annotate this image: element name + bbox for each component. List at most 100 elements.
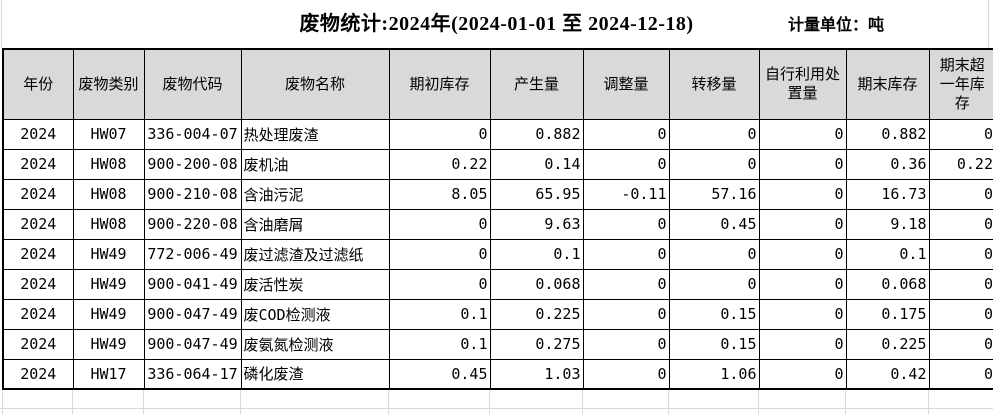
column-header-closing-stock[interactable]: 期末库存: [845, 48, 930, 120]
cell-waste-category[interactable]: HW49: [72, 268, 145, 300]
cell-year[interactable]: 2024: [2, 148, 74, 180]
cell-generated[interactable]: 0.882: [489, 118, 584, 150]
cell-transferred[interactable]: 0.15: [668, 328, 760, 360]
cell-waste-code[interactable]: 900-220-08: [143, 208, 242, 240]
cell-over-one-year-stock[interactable]: 0: [928, 358, 993, 390]
cell-waste-category[interactable]: HW08: [72, 148, 145, 180]
cell-waste-code[interactable]: 900-200-08: [143, 148, 242, 180]
cell-waste-category[interactable]: HW08: [72, 178, 145, 210]
cell-generated[interactable]: 0.14: [489, 148, 584, 180]
cell-generated[interactable]: 0.068: [489, 268, 584, 300]
cell-opening-stock[interactable]: 8.05: [388, 178, 491, 210]
cell-waste-name[interactable]: 含油污泥: [240, 178, 390, 210]
cell-adjusted[interactable]: 0: [582, 328, 670, 360]
cell-year[interactable]: 2024: [2, 178, 74, 210]
cell-opening-stock[interactable]: 0: [388, 118, 491, 150]
cell-self-disposal[interactable]: 0: [758, 358, 847, 390]
cell-opening-stock[interactable]: 0.22: [388, 148, 491, 180]
cell-closing-stock[interactable]: 16.73: [845, 178, 930, 210]
cell-self-disposal[interactable]: 0: [758, 148, 847, 180]
cell-year[interactable]: 2024: [2, 268, 74, 300]
cell-adjusted[interactable]: 0: [582, 238, 670, 270]
cell-self-disposal[interactable]: 0: [758, 298, 847, 330]
cell-adjusted[interactable]: 0: [582, 358, 670, 390]
cell-closing-stock[interactable]: 0.175: [845, 298, 930, 330]
cell-closing-stock[interactable]: 9.18: [845, 208, 930, 240]
column-header-over-one-year-stock[interactable]: 期末超一年库存: [928, 48, 993, 120]
cell-adjusted[interactable]: 0: [582, 148, 670, 180]
cell-generated[interactable]: 65.95: [489, 178, 584, 210]
cell-waste-category[interactable]: HW07: [72, 118, 145, 150]
cell-generated[interactable]: 0.225: [489, 298, 584, 330]
cell-over-one-year-stock[interactable]: 0: [928, 118, 993, 150]
cell-waste-name[interactable]: 热处理废渣: [240, 118, 390, 150]
cell-adjusted[interactable]: 0: [582, 298, 670, 330]
cell-waste-name[interactable]: 含油磨屑: [240, 208, 390, 240]
cell-opening-stock[interactable]: 0.1: [388, 298, 491, 330]
cell-year[interactable]: 2024: [2, 298, 74, 330]
cell-year[interactable]: 2024: [2, 208, 74, 240]
cell-waste-name[interactable]: 废COD检测液: [240, 298, 390, 330]
cell-transferred[interactable]: 0.15: [668, 298, 760, 330]
cell-waste-name[interactable]: 废氨氮检测液: [240, 328, 390, 360]
cell-waste-name[interactable]: 磷化废渣: [240, 358, 390, 390]
cell-generated[interactable]: 9.63: [489, 208, 584, 240]
cell-opening-stock[interactable]: 0: [388, 208, 491, 240]
cell-over-one-year-stock[interactable]: 0: [928, 238, 993, 270]
cell-self-disposal[interactable]: 0: [758, 208, 847, 240]
cell-transferred[interactable]: 1.06: [668, 358, 760, 390]
column-header-generated[interactable]: 产生量: [489, 48, 584, 120]
cell-opening-stock[interactable]: 0.1: [388, 328, 491, 360]
cell-transferred[interactable]: 0: [668, 118, 760, 150]
cell-waste-code[interactable]: 336-064-17: [143, 358, 242, 390]
column-header-self-disposal[interactable]: 自行利用处置量: [758, 48, 847, 120]
cell-opening-stock[interactable]: 0: [388, 238, 491, 270]
cell-over-one-year-stock[interactable]: 0: [928, 298, 993, 330]
cell-generated[interactable]: 1.03: [489, 358, 584, 390]
column-header-year[interactable]: 年份: [2, 48, 74, 120]
cell-waste-code[interactable]: 900-047-49: [143, 298, 242, 330]
cell-closing-stock[interactable]: 0.1: [845, 238, 930, 270]
cell-closing-stock[interactable]: 0.068: [845, 268, 930, 300]
cell-closing-stock[interactable]: 0.36: [845, 148, 930, 180]
column-header-waste-name[interactable]: 废物名称: [240, 48, 390, 120]
cell-over-one-year-stock[interactable]: 0: [928, 178, 993, 210]
cell-year[interactable]: 2024: [2, 328, 74, 360]
cell-adjusted[interactable]: 0: [582, 208, 670, 240]
cell-transferred[interactable]: 57.16: [668, 178, 760, 210]
cell-closing-stock[interactable]: 0.882: [845, 118, 930, 150]
cell-transferred[interactable]: 0: [668, 238, 760, 270]
cell-waste-code[interactable]: 772-006-49: [143, 238, 242, 270]
cell-adjusted[interactable]: -0.11: [582, 178, 670, 210]
cell-waste-category[interactable]: HW49: [72, 238, 145, 270]
cell-waste-category[interactable]: HW49: [72, 298, 145, 330]
cell-adjusted[interactable]: 0: [582, 118, 670, 150]
cell-waste-name[interactable]: 废过滤渣及过滤纸: [240, 238, 390, 270]
cell-waste-code[interactable]: 336-004-07: [143, 118, 242, 150]
column-header-waste-code[interactable]: 废物代码: [143, 48, 242, 120]
cell-year[interactable]: 2024: [2, 118, 74, 150]
cell-over-one-year-stock[interactable]: 0: [928, 208, 993, 240]
cell-closing-stock[interactable]: 0.42: [845, 358, 930, 390]
cell-year[interactable]: 2024: [2, 238, 74, 270]
cell-opening-stock[interactable]: 0.45: [388, 358, 491, 390]
cell-waste-code[interactable]: 900-041-49: [143, 268, 242, 300]
cell-waste-category[interactable]: HW08: [72, 208, 145, 240]
cell-waste-category[interactable]: HW17: [72, 358, 145, 390]
cell-self-disposal[interactable]: 0: [758, 238, 847, 270]
cell-self-disposal[interactable]: 0: [758, 118, 847, 150]
cell-closing-stock[interactable]: 0.225: [845, 328, 930, 360]
cell-generated[interactable]: 0.1: [489, 238, 584, 270]
column-header-waste-category[interactable]: 废物类别: [72, 48, 145, 120]
cell-self-disposal[interactable]: 0: [758, 178, 847, 210]
cell-waste-code[interactable]: 900-210-08: [143, 178, 242, 210]
cell-self-disposal[interactable]: 0: [758, 328, 847, 360]
cell-self-disposal[interactable]: 0: [758, 268, 847, 300]
cell-waste-name[interactable]: 废活性炭: [240, 268, 390, 300]
cell-waste-name[interactable]: 废机油: [240, 148, 390, 180]
cell-generated[interactable]: 0.275: [489, 328, 584, 360]
cell-year[interactable]: 2024: [2, 358, 74, 390]
column-header-transferred[interactable]: 转移量: [668, 48, 760, 120]
cell-over-one-year-stock[interactable]: 0: [928, 328, 993, 360]
cell-adjusted[interactable]: 0: [582, 268, 670, 300]
